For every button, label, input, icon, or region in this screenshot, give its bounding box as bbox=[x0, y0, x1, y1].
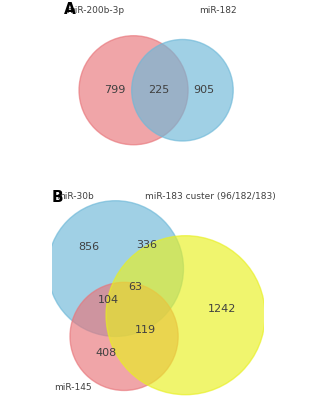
Text: miR-183 custer (96/182/183): miR-183 custer (96/182/183) bbox=[145, 192, 276, 201]
Text: 336: 336 bbox=[136, 240, 157, 250]
Text: B: B bbox=[52, 190, 64, 205]
Circle shape bbox=[132, 40, 233, 141]
Text: miR-200b-3p: miR-200b-3p bbox=[66, 6, 124, 15]
Text: 225: 225 bbox=[148, 85, 170, 95]
Circle shape bbox=[70, 282, 178, 390]
Text: 104: 104 bbox=[98, 295, 119, 305]
Text: miR-145: miR-145 bbox=[54, 382, 92, 392]
Circle shape bbox=[79, 36, 188, 145]
Circle shape bbox=[106, 236, 265, 395]
Text: 1242: 1242 bbox=[207, 304, 236, 314]
Text: 63: 63 bbox=[129, 282, 143, 292]
Text: 905: 905 bbox=[193, 85, 215, 95]
Text: miR-182: miR-182 bbox=[199, 6, 237, 15]
Text: 799: 799 bbox=[104, 85, 125, 95]
Text: miR-30b: miR-30b bbox=[56, 192, 94, 201]
Text: 856: 856 bbox=[79, 242, 100, 252]
Text: A: A bbox=[64, 2, 76, 17]
Text: 119: 119 bbox=[135, 325, 156, 335]
Circle shape bbox=[48, 201, 184, 336]
Text: 408: 408 bbox=[95, 348, 117, 358]
